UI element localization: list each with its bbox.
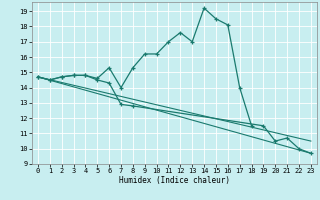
X-axis label: Humidex (Indice chaleur): Humidex (Indice chaleur) [119, 176, 230, 185]
